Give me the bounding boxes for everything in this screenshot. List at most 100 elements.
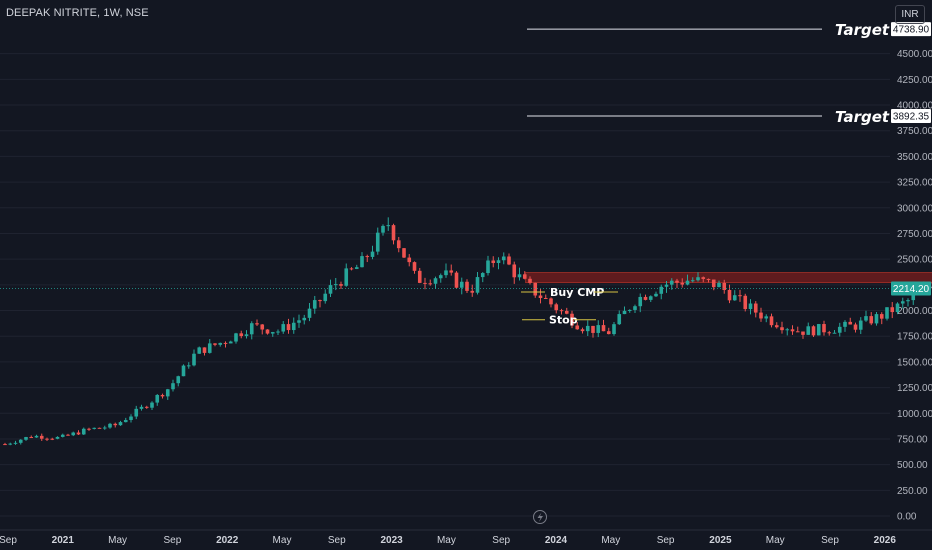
candle-body — [858, 320, 863, 330]
lightning-bolt-icon — [533, 510, 547, 524]
candle-body — [249, 323, 254, 335]
candle-body — [753, 303, 758, 313]
candle-body — [627, 309, 632, 311]
candle-body — [391, 225, 396, 241]
currency-button[interactable]: INR — [895, 5, 925, 24]
candle-body — [144, 406, 149, 408]
candle-body — [822, 324, 826, 333]
candle-body — [648, 296, 653, 300]
candle-body — [706, 278, 711, 280]
candle-body — [3, 444, 7, 446]
x-tick-label: 2023 — [380, 535, 403, 546]
candle-body — [76, 432, 81, 435]
target-label: Target 2 — [835, 21, 905, 39]
candle-body — [780, 327, 784, 331]
candle-body — [260, 324, 265, 330]
target-price-label: 4738.90 — [893, 25, 930, 36]
candle-body — [192, 353, 196, 366]
candle-body — [512, 264, 517, 278]
candle-body — [480, 273, 485, 278]
candle-body — [428, 283, 433, 285]
candle-body — [843, 321, 847, 327]
candle-body — [690, 280, 695, 282]
candle-body — [150, 402, 154, 408]
candle-body — [874, 314, 879, 324]
x-tick-label: 2024 — [545, 535, 568, 546]
x-tick-label: May — [766, 535, 785, 546]
x-tick-label: May — [273, 535, 292, 546]
candle-body — [197, 347, 202, 354]
candle-body — [297, 320, 301, 323]
candle-body — [554, 304, 559, 311]
candle-body — [675, 280, 679, 283]
candle-body — [612, 324, 616, 335]
candle-body — [864, 316, 868, 321]
candle-body — [470, 290, 475, 293]
candle-body — [386, 225, 391, 227]
candle-body — [617, 314, 622, 325]
candle-body — [375, 232, 380, 252]
candle-body — [39, 435, 44, 439]
candle-body — [895, 303, 900, 313]
lightning-bolt-glyph — [537, 512, 543, 522]
candle-body — [270, 332, 275, 334]
resistance-zone — [525, 272, 932, 284]
candle-body — [134, 408, 139, 417]
y-tick-label: 3500.00 — [897, 152, 932, 163]
y-tick-label: 250.00 — [897, 486, 928, 497]
candle-body — [365, 256, 370, 258]
y-tick-label: 4500.00 — [897, 49, 932, 60]
candle-body — [575, 325, 580, 330]
candle-body — [454, 272, 459, 288]
candle-body — [13, 442, 18, 444]
y-tick-label: 4000.00 — [897, 101, 932, 112]
candle-body — [396, 240, 401, 249]
candle-body — [108, 423, 112, 428]
candle-body — [323, 293, 328, 302]
candle-body — [722, 282, 727, 290]
candle-body — [606, 331, 611, 335]
candle-body — [407, 257, 412, 263]
candle-body — [879, 314, 884, 319]
candle-body — [795, 331, 800, 333]
candle-body — [738, 295, 742, 297]
x-tick-label: Sep — [328, 535, 346, 546]
candle-body — [291, 322, 296, 331]
target-label: Target 1 — [835, 108, 905, 126]
candle-body — [176, 376, 181, 384]
last-price-label: 2214.20 — [893, 284, 930, 295]
candle-body — [281, 324, 286, 332]
candle-body — [533, 282, 538, 296]
candle-body — [45, 438, 49, 440]
candle-body — [596, 325, 601, 333]
candle-body — [60, 434, 65, 437]
target-price-badge — [891, 22, 931, 37]
candle-body — [517, 274, 522, 278]
candle-body — [911, 294, 916, 301]
candle-body — [223, 342, 228, 344]
candle-body — [837, 326, 842, 333]
y-tick-label: 1500.00 — [897, 357, 932, 368]
candle-body — [444, 270, 448, 276]
candle-body — [522, 274, 527, 279]
candle-body — [234, 333, 238, 342]
target-price-badge — [891, 109, 931, 124]
candle-body — [696, 277, 700, 281]
candle-body — [449, 270, 454, 273]
x-tick-label: Sep — [821, 535, 839, 546]
y-tick-label: 0.00 — [897, 512, 917, 523]
stop-label: Stop — [549, 314, 578, 327]
candle-body — [118, 422, 123, 426]
candle-body — [801, 331, 805, 335]
candle-body — [113, 423, 118, 426]
x-tick-label: Sep — [0, 535, 17, 546]
x-tick-label: 2025 — [709, 535, 732, 546]
candle-body — [92, 427, 97, 429]
candle-body — [213, 343, 217, 345]
x-tick-label: 2022 — [216, 535, 239, 546]
candle-body — [790, 329, 795, 332]
candle-body — [186, 365, 191, 367]
candle-body — [8, 443, 13, 445]
candle-body — [853, 324, 858, 330]
